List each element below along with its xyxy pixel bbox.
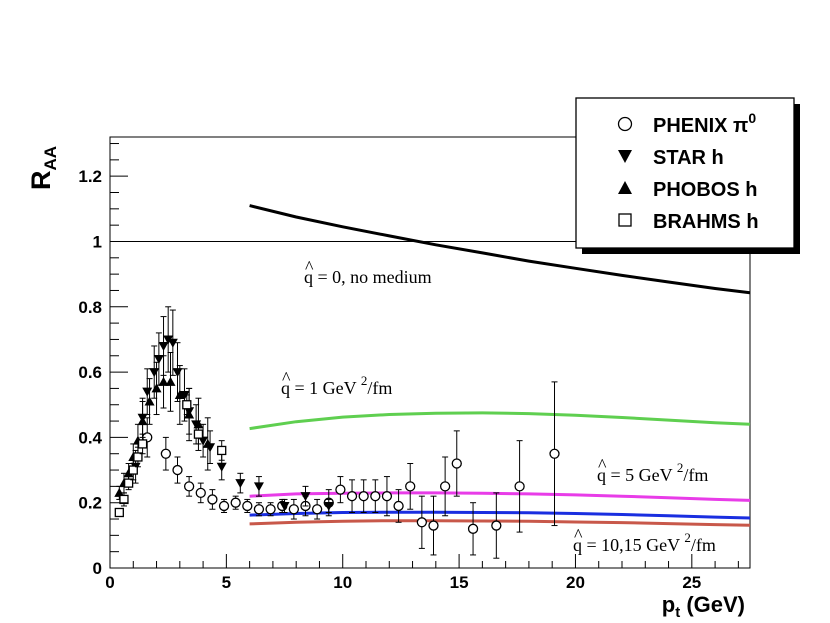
- data-point: [311, 504, 323, 515]
- y-tick-label: 0: [93, 559, 102, 578]
- data-point: [242, 500, 253, 512]
- x-tick-label: 25: [682, 573, 701, 592]
- legend-label: PHOBOS h: [653, 179, 757, 201]
- data-point: [216, 462, 227, 472]
- q-hat: ^: [574, 525, 583, 545]
- data-point: [235, 479, 246, 489]
- legend-marker: [617, 116, 633, 132]
- legend-label: PHENIX π0: [653, 110, 756, 137]
- y-tick-label: 0.4: [78, 428, 102, 447]
- data-point: [514, 481, 525, 492]
- x-tick-label: 15: [450, 573, 469, 592]
- y-tick-label: 1.2: [78, 167, 102, 186]
- data-point: [288, 504, 300, 515]
- data-point: [202, 438, 213, 448]
- curve-annotation: q = 1 GeV 2/fm: [281, 373, 392, 398]
- data-point: [123, 478, 134, 488]
- legend-label: STAR h: [653, 147, 724, 169]
- data-point: [137, 439, 148, 449]
- x-tick-label: 10: [333, 573, 352, 592]
- data-point: [144, 396, 155, 406]
- data-point: [167, 338, 178, 348]
- data-point: [151, 383, 162, 393]
- data-point: [217, 445, 227, 456]
- data-point: [335, 484, 346, 495]
- model-curve-1: [249, 411, 751, 431]
- data-point: [158, 341, 169, 351]
- data-point: [346, 491, 358, 502]
- data-point: [207, 494, 218, 505]
- data-point: [123, 468, 134, 478]
- x-tick-label: 5: [222, 573, 231, 592]
- data-point: [230, 497, 241, 508]
- legend-marker: [618, 181, 632, 194]
- data-point: [358, 491, 369, 502]
- data-point: [393, 500, 404, 512]
- data-point: [174, 389, 185, 399]
- legend-marker: [618, 150, 632, 163]
- y-tick-label: 0.2: [78, 494, 102, 513]
- y-tick-label: 1: [93, 232, 102, 251]
- data-point: [491, 520, 502, 531]
- y-tick-label: 0.8: [78, 298, 102, 317]
- data-point: [323, 501, 334, 511]
- data-point: [428, 520, 439, 531]
- data-point: [549, 448, 560, 459]
- model-curve-4: [249, 519, 751, 527]
- x-axis-title: pt (GeV): [662, 592, 745, 621]
- data-point: [114, 507, 124, 518]
- y-tick-label: 0.6: [78, 363, 102, 382]
- data-point: [128, 465, 138, 475]
- data-point: [439, 481, 451, 492]
- data-point: [163, 335, 174, 345]
- data-point: [405, 481, 416, 492]
- q-hat: ^: [598, 455, 607, 475]
- legend-box: [575, 97, 795, 249]
- q-hat: ^: [282, 368, 291, 388]
- data-point: [142, 387, 153, 397]
- data-point: [182, 400, 192, 410]
- data-point: [114, 487, 125, 497]
- data-point: [253, 504, 265, 515]
- data-point: [195, 487, 206, 499]
- plot-frame: [109, 136, 751, 569]
- data-point: [218, 500, 230, 512]
- data-point: [165, 376, 176, 386]
- data-point: [193, 429, 204, 439]
- model-curve-0: [249, 204, 751, 295]
- curve-annotation: q = 5 GeV 2/fm: [597, 460, 708, 485]
- data-point: [160, 448, 172, 459]
- data-point: [119, 494, 129, 505]
- y-axis-title: RAA: [26, 146, 60, 190]
- data-point: [133, 452, 143, 462]
- data-point: [265, 504, 276, 515]
- x-tick-label: 20: [566, 573, 585, 592]
- q-hat: ^: [305, 257, 314, 277]
- data-point: [300, 492, 311, 502]
- data-point: [137, 416, 148, 426]
- model-curve-2: [249, 491, 751, 502]
- curve-annotation: q = 10,15 GeV 2/fm: [573, 530, 716, 555]
- data-point: [158, 376, 169, 386]
- data-point: [153, 355, 164, 365]
- data-point: [253, 482, 264, 492]
- legend-label: BRAHMS h: [653, 211, 759, 233]
- data-point: [279, 501, 290, 511]
- data-point: [370, 491, 381, 502]
- data-point: [467, 523, 479, 534]
- data-point: [451, 458, 462, 469]
- data-point: [416, 517, 428, 528]
- data-point: [172, 464, 183, 476]
- data-point: [149, 368, 160, 378]
- data-point: [198, 436, 209, 446]
- x-tick-label: 0: [105, 573, 114, 592]
- curve-annotation: q = 0, no medium: [304, 267, 432, 287]
- data-point: [183, 481, 195, 492]
- model-curve-3: [249, 510, 751, 520]
- legend-marker: [618, 213, 632, 227]
- data-point: [381, 491, 393, 502]
